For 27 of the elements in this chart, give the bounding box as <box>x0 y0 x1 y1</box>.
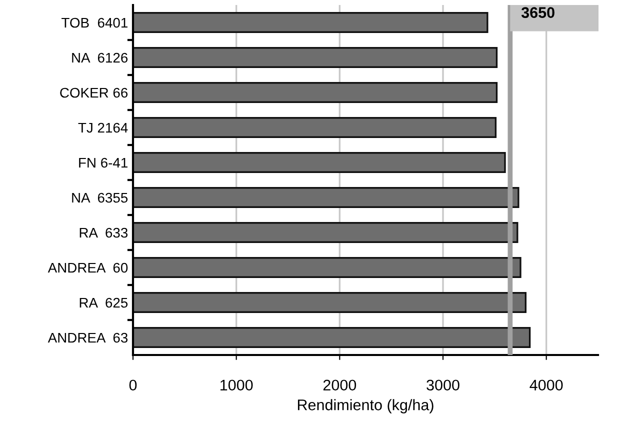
bar <box>133 187 520 208</box>
y-tick-label: COKER 66 <box>60 88 128 98</box>
y-tick-label: FN 6-41 <box>79 158 128 168</box>
bar <box>133 152 506 173</box>
x-tick-label: 3000 <box>426 380 460 391</box>
bar <box>133 47 498 68</box>
x-tick-label: 2000 <box>323 380 356 391</box>
bar <box>133 117 497 138</box>
y-tick-label: RA 625 <box>80 298 128 308</box>
y-tick-label: TOB 6401 <box>62 18 128 28</box>
bar <box>133 12 488 33</box>
y-tick-label: ANDREA 60 <box>48 262 128 273</box>
x-tick-label: 0 <box>129 380 137 391</box>
y-tick-label: TJ 2164 <box>78 122 128 133</box>
bar <box>133 82 498 103</box>
x-tick-label: 1000 <box>220 380 253 391</box>
bar <box>133 257 522 278</box>
y-tick-label: ANDREA 63 <box>48 332 128 343</box>
y-tick-label: RA 633 <box>80 228 128 238</box>
x-tick-label: 4000 <box>530 380 563 391</box>
bar <box>133 327 531 348</box>
y-tick-label: NA 6126 <box>72 52 128 63</box>
bar <box>133 292 526 313</box>
x-axis-title: Rendimiento (kg/ha) <box>298 399 434 414</box>
y-tick-label: NA 6355 <box>72 192 128 203</box>
ref-line-label: 3650 <box>521 7 554 18</box>
bar <box>133 222 518 243</box>
